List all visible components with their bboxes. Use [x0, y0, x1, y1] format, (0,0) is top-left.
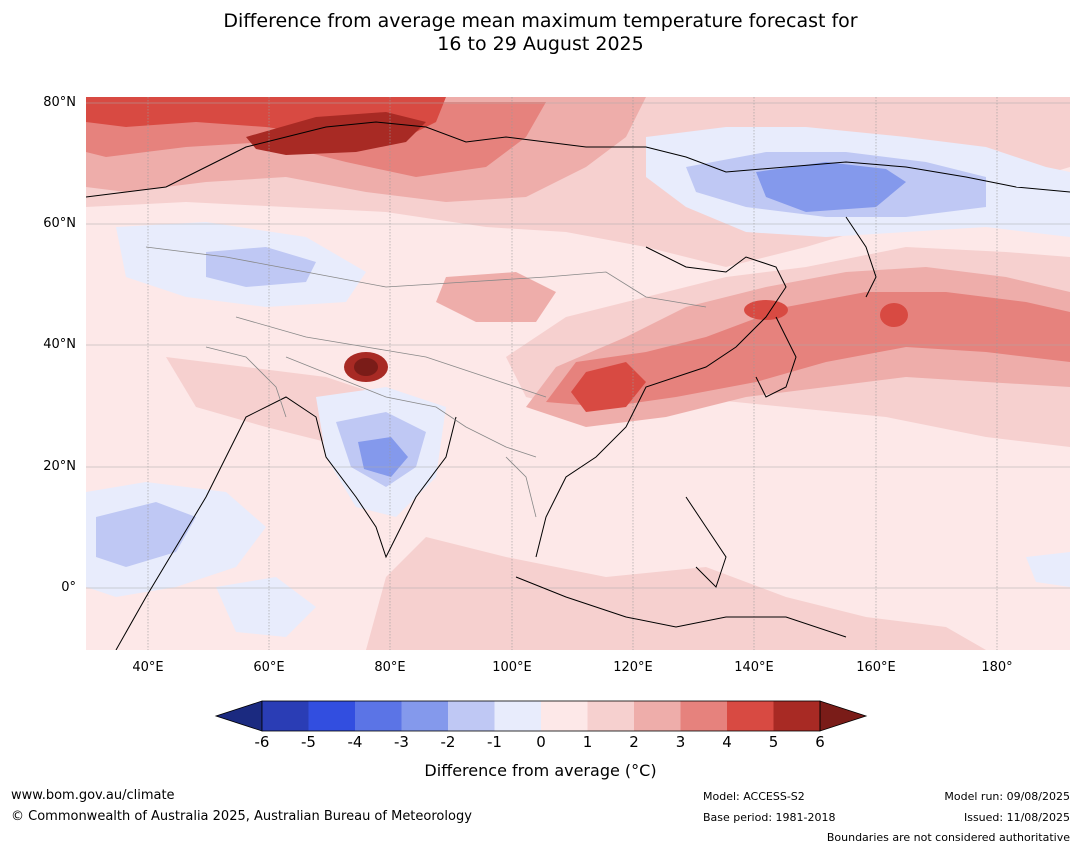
- colorbar-segment: [308, 701, 355, 731]
- temperature-anomaly-map: [86, 97, 1070, 650]
- graticule: [147, 97, 998, 650]
- lon-label-160e: 160°E: [856, 660, 896, 675]
- title-line-1: Difference from average mean maximum tem…: [223, 10, 858, 32]
- colorbar-tick-label: -4: [347, 733, 363, 751]
- footer-base-period: Base period: 1981-2018: [703, 811, 836, 824]
- colorbar-extend-high: [819, 700, 868, 732]
- lat-label-0: 0°: [61, 580, 76, 595]
- colorbar-tick-label: 1: [582, 733, 593, 751]
- latitude-lines: [86, 102, 1070, 589]
- map-canvas: [86, 97, 1070, 650]
- colorbar-segment: [634, 701, 681, 731]
- anomaly-region-pacific-neg1: [1026, 552, 1070, 587]
- colorbar-tick-label: 2: [629, 733, 639, 751]
- anomaly-region-southeast: [366, 537, 986, 650]
- lon-label-60e: 60°E: [253, 660, 285, 675]
- colorbar-extend-low: [214, 700, 263, 732]
- anomaly-region-pacific-4: [880, 303, 908, 327]
- colorbar-segment: [541, 701, 588, 731]
- colorbar-tick-label: 5: [768, 733, 779, 751]
- anomaly-region-africa-neg2: [96, 502, 196, 567]
- colorbar-segment: [680, 701, 727, 731]
- colorbar-border: [261, 700, 821, 732]
- colorbar-segment: [401, 701, 448, 731]
- colorbar-tick-label: 3: [675, 733, 686, 751]
- colorbar-tick-label: -3: [394, 733, 409, 751]
- colorbar-segment: [355, 701, 402, 731]
- lon-label-140e: 140°E: [734, 660, 774, 675]
- colorbar-segment: [727, 701, 774, 731]
- anomaly-region-indian-ocean-neg1: [216, 577, 316, 637]
- lat-label-80n: 80°N: [43, 95, 76, 110]
- lon-label-80e: 80°E: [374, 660, 406, 675]
- colorbar: [214, 700, 868, 732]
- lon-label-40e: 40°E: [132, 660, 164, 675]
- footer-issued: Issued: 11/08/2025: [963, 811, 1070, 824]
- colorbar-tick-label: -6: [254, 733, 270, 751]
- title-line-2: 16 to 29 August 2025: [437, 33, 644, 55]
- anomaly-region-east-siberia-neg3: [756, 162, 906, 212]
- colorbar-label: Difference from average (°C): [424, 761, 657, 780]
- lat-label-40n: 40°N: [43, 337, 76, 352]
- lon-label-120e: 120°E: [613, 660, 653, 675]
- footer-model: Model: ACCESS-S2: [703, 790, 805, 803]
- colorbar-tick-label: 4: [722, 733, 732, 751]
- lon-label-100e: 100°E: [492, 660, 532, 675]
- colorbar-segment: [262, 701, 309, 731]
- colorbar-tick-label: 0: [536, 733, 546, 751]
- lat-label-20n: 20°N: [43, 459, 76, 474]
- lon-label-180: 180°: [981, 660, 1013, 675]
- map-title: Difference from average mean maximum tem…: [0, 10, 1081, 56]
- colorbar-tick-label: -5: [301, 733, 316, 751]
- anomaly-region-central-asia-neg2: [206, 247, 316, 287]
- footer-url[interactable]: www.bom.gov.au/climate: [11, 788, 175, 803]
- colorbar-tick-label: -2: [440, 733, 456, 751]
- footer-disclaimer: Boundaries are not considered authoritat…: [826, 831, 1070, 844]
- anomaly-region-china-4: [571, 362, 646, 412]
- anomaly-region-tibet-6: [354, 358, 378, 376]
- colorbar-tick-label: -1: [487, 733, 502, 751]
- colorbar-tick-label: 6: [815, 733, 825, 751]
- colorbar-segment: [494, 701, 541, 731]
- anomaly-region-japan-4: [744, 300, 788, 320]
- footer-model-run: Model run: 09/08/2025: [944, 790, 1070, 803]
- colorbar-segment: [587, 701, 634, 731]
- anomaly-region-japan-3: [546, 292, 1070, 407]
- footer-copyright: © Commonwealth of Australia 2025, Austra…: [11, 809, 472, 824]
- coastlines: [86, 121, 1070, 650]
- colorbar-segment: [773, 701, 820, 731]
- colorbar-segment: [448, 701, 495, 731]
- anomaly-region-mongolia-2: [436, 272, 556, 322]
- country-borders: [145, 246, 707, 518]
- lat-label-60n: 60°N: [43, 216, 76, 231]
